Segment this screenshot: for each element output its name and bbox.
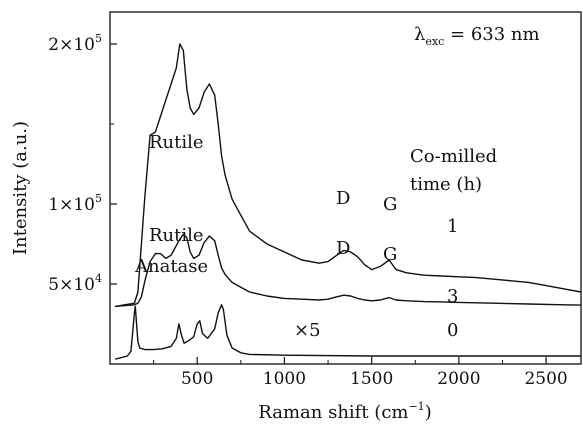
label-d-top: D xyxy=(336,188,350,209)
lambda-subscript: exc xyxy=(425,35,444,48)
y-tick-label-1: 5×104 xyxy=(48,272,102,295)
lambda-symbol: λ xyxy=(414,24,425,45)
series-label-0: 0 xyxy=(447,320,458,341)
label-d-mid: D xyxy=(336,238,350,259)
series-line-2 xyxy=(115,233,582,308)
series-line-3 xyxy=(115,304,581,360)
label-times5: ×5 xyxy=(294,320,321,341)
x-tick-label-1: 500 xyxy=(181,369,213,389)
label-g-top: G xyxy=(383,194,397,215)
series-line-1 xyxy=(115,43,582,308)
legend-title-line-1: Co-milled xyxy=(410,146,497,167)
y-tick-label-2: 1×105 xyxy=(48,192,102,215)
lambda-value: = 633 nm xyxy=(444,24,539,45)
x-tick-label-2: 1000 xyxy=(263,369,306,389)
series-label-1: 1 xyxy=(447,216,458,237)
x-axis-title-sup: −1 xyxy=(408,400,424,413)
x-axis-title-end: ) xyxy=(425,402,432,423)
series-label-3: 3 xyxy=(447,286,458,307)
plot-frame xyxy=(109,11,582,365)
x-axis-title: Raman shift (cm−1) xyxy=(258,400,431,423)
x-tick-label-5: 2500 xyxy=(524,369,567,389)
label-anatase: Anatase xyxy=(134,256,208,277)
series-layer xyxy=(115,43,582,360)
tick-layer: 500 1000 1500 2000 2500 5×104 1×105 2×105 xyxy=(48,32,567,389)
lambda-annotation: λexc = 633 nm xyxy=(414,24,540,48)
y-axis-title: Intensity (a.u.) xyxy=(10,121,31,255)
x-axis-title-main: Raman shift (cm xyxy=(258,402,408,423)
legend-title-line-2: time (h) xyxy=(410,174,482,195)
x-tick-label-4: 2000 xyxy=(437,369,480,389)
x-tick-label-3: 1500 xyxy=(350,369,393,389)
label-rutile-top: Rutile xyxy=(149,132,204,153)
label-g-mid: G xyxy=(383,244,397,265)
label-rutile-mid: Rutile xyxy=(149,225,204,246)
y-tick-label-3: 2×105 xyxy=(48,32,102,55)
